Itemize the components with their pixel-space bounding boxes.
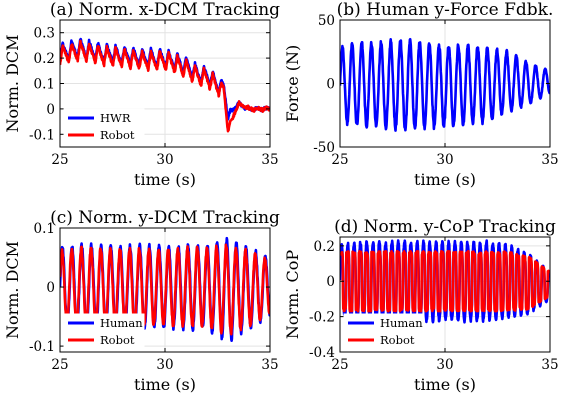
x-tick-label: 30	[156, 357, 173, 373]
x-tick-label: 25	[331, 152, 348, 168]
y-tick-label: -0.1	[29, 339, 55, 355]
x-tick-label: 35	[541, 152, 558, 168]
legend: Human Robot	[343, 313, 425, 351]
chart-title: (b) Human y-Force Fdbk.	[337, 0, 554, 20]
y-tick-label: 0.1	[34, 221, 55, 237]
chart-title: (a) Norm. x-DCM Tracking	[50, 0, 280, 20]
series-line-force	[340, 37, 550, 132]
y-axis-label: Norm. CoP	[283, 250, 302, 340]
x-tick-label: 35	[261, 152, 278, 168]
y-axis-label: Force (N)	[283, 45, 302, 123]
legend-label: Robot	[100, 128, 135, 142]
legend-label: Robot	[100, 333, 135, 347]
x-axis-label: time (s)	[414, 170, 476, 189]
series-line-robot	[60, 39, 270, 133]
x-tick-label: 30	[436, 357, 453, 373]
legend-box	[63, 313, 145, 351]
y-tick-label: 0.1	[34, 77, 55, 93]
chart-title: (c) Norm. y-DCM Tracking	[50, 208, 280, 228]
x-tick-label: 35	[541, 357, 558, 373]
x-axis-label: time (s)	[134, 170, 196, 189]
chart-b: 25 30 35 -50 0 50(b) Human y-Force Fdbk. time …	[283, 0, 559, 189]
y-tick-label: 0	[46, 102, 55, 118]
y-tick-label: -0.2	[309, 310, 335, 326]
x-axis-label: time (s)	[414, 375, 476, 394]
x-tick-label: 25	[51, 357, 68, 373]
y-tick-label: 0	[326, 77, 335, 93]
y-tick-label: 50	[318, 13, 335, 29]
x-tick-label: 30	[156, 152, 173, 168]
y-tick-label: 0.3	[34, 26, 55, 42]
chart-c: 25 30 35 -0.1 0 0.1(c) Norm. y-DCM Tracking ti…	[3, 208, 280, 394]
legend-label: Human	[100, 316, 143, 330]
legend-label: Human	[380, 316, 423, 330]
y-tick-label: -0.4	[309, 345, 335, 361]
legend-box	[63, 108, 145, 146]
x-tick-label: 30	[436, 152, 453, 168]
y-tick-label: 0.2	[314, 239, 335, 255]
y-tick-label: -50	[313, 140, 335, 156]
legend: Human Robot	[63, 313, 145, 351]
y-axis-label: Norm. DCM	[3, 34, 22, 132]
x-tick-label: 25	[51, 152, 68, 168]
chart-title: (d) Norm. y-CoP Tracking	[334, 217, 556, 237]
legend-label: HWR	[100, 111, 131, 125]
y-axis-label: Norm. DCM	[3, 241, 22, 339]
legend-label: Robot	[380, 333, 415, 347]
legend: HWR Robot	[63, 108, 145, 146]
x-tick-label: 35	[261, 357, 278, 373]
y-tick-label: 0.2	[34, 51, 55, 67]
x-tick-label: 25	[331, 357, 348, 373]
x-axis-label: time (s)	[134, 375, 196, 394]
chart-d: 25 30 35 -0.4 -0.2 0 0.2 (d) Norm. y-CoP Tracki…	[283, 217, 559, 394]
y-tick-label: -0.1	[29, 127, 55, 143]
y-tick-label: 0	[326, 274, 335, 290]
series-line-robot	[340, 249, 550, 313]
y-tick-label: 0	[46, 280, 55, 296]
chart-a: 25 30 35 -0.1 0 0.1 0.2 0.3 (a) Norm. x-DCM Trac…	[3, 0, 280, 189]
legend-box	[343, 313, 425, 351]
